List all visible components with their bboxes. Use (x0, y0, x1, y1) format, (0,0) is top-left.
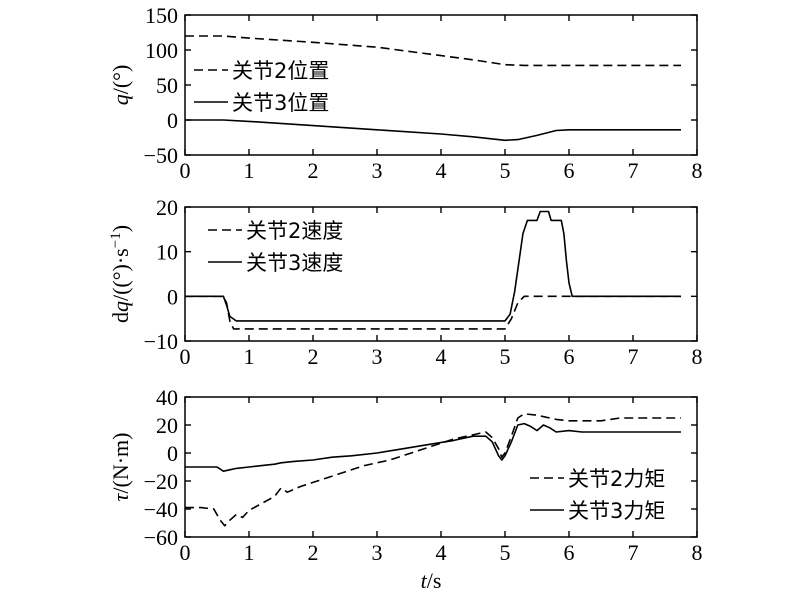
x-tick-label: 8 (692, 344, 703, 369)
x-tick-label: 7 (628, 344, 639, 369)
x-tick-label: 8 (692, 540, 703, 565)
y-tick-label: 100 (145, 38, 178, 63)
series-line-dashed (185, 35, 681, 67)
y-tick-label: −60 (144, 525, 178, 550)
x-tick-label: 5 (500, 344, 511, 369)
y-axis-label-prefix: d (108, 312, 133, 323)
legend-label: 关节2速度 (246, 219, 343, 243)
y-tick-label: 0 (167, 284, 178, 309)
y-tick-label: 20 (156, 413, 178, 438)
x-tick-label: 3 (372, 540, 383, 565)
x-tick-label: 1 (244, 540, 255, 565)
legend-label: 关节3位置 (232, 91, 329, 115)
y-axis-label: τ/(N·m) (108, 433, 133, 502)
y-tick-label: 150 (145, 3, 178, 28)
series-line-solid (185, 119, 681, 142)
y-axis-label-sup: −1 (108, 232, 124, 248)
y-axis-label: dq/((°)·s−1) (108, 225, 133, 323)
y-axis-label-unit: /(°) (108, 65, 133, 95)
x-axis-label-unit: /s (427, 568, 442, 593)
y-tick-label: −20 (144, 469, 178, 494)
y-tick-label: −50 (144, 143, 178, 168)
x-tick-label: 1 (244, 344, 255, 369)
legend-label: 关节3力矩 (568, 499, 665, 523)
x-tick-label: 4 (436, 158, 447, 183)
y-tick-label: −40 (144, 497, 178, 522)
x-tick-label: 2 (308, 158, 319, 183)
x-tick-label: 6 (564, 344, 575, 369)
series-line-dashed (185, 295, 681, 330)
x-tick-label: 2 (308, 344, 319, 369)
panel-torque: 0 1 2 3 4 5 6 7 8 40 20 0 −20 −40 −60 τ/(N·m) t/s 关节2力矩关节… (108, 385, 703, 593)
x-tick-label: 2 (308, 540, 319, 565)
y-axis-label-unit: /(N·m) (108, 433, 133, 494)
y-tick-label: 40 (156, 385, 178, 410)
x-tick-label: 5 (500, 540, 511, 565)
y-tick-label: 0 (167, 108, 178, 133)
x-tick-label: 7 (628, 540, 639, 565)
y-axis-label-var: q (108, 301, 133, 312)
x-tick-label: 4 (436, 344, 447, 369)
series-line-solid (185, 210, 681, 322)
y-tick-label: 10 (156, 240, 178, 265)
y-axis-label-unit: /((°)·s (108, 248, 133, 301)
y-axis-label-var: τ (108, 492, 133, 501)
y-tick-label: −10 (144, 329, 178, 354)
x-axis-label: t/s (421, 568, 442, 593)
y-tick-label: 50 (156, 73, 178, 98)
y-tick-label: 20 (156, 195, 178, 220)
legend-label: 关节3速度 (246, 251, 343, 275)
x-tick-label: 0 (180, 540, 191, 565)
x-tick-label: 0 (180, 158, 191, 183)
x-axis-label-var: t (421, 568, 428, 593)
x-tick-label: 3 (372, 344, 383, 369)
x-tick-label: 5 (500, 158, 511, 183)
legend-label: 关节2位置 (232, 59, 329, 83)
y-tick-label: 0 (167, 441, 178, 466)
x-tick-label: 6 (564, 158, 575, 183)
x-tick-label: 1 (244, 158, 255, 183)
x-tick-label: 4 (436, 540, 447, 565)
legend-label: 关节2力矩 (568, 467, 665, 491)
x-tick-label: 6 (564, 540, 575, 565)
x-tick-label: 3 (372, 158, 383, 183)
y-axis-label: q/(°) (108, 65, 133, 106)
x-tick-label: 0 (180, 344, 191, 369)
y-axis-label-end: ) (108, 225, 133, 232)
series-line-solid (185, 422, 681, 472)
y-axis-label-var: q (108, 94, 133, 105)
x-tick-label: 7 (628, 158, 639, 183)
series-line-dashed (185, 413, 681, 527)
x-tick-label: 8 (692, 158, 703, 183)
